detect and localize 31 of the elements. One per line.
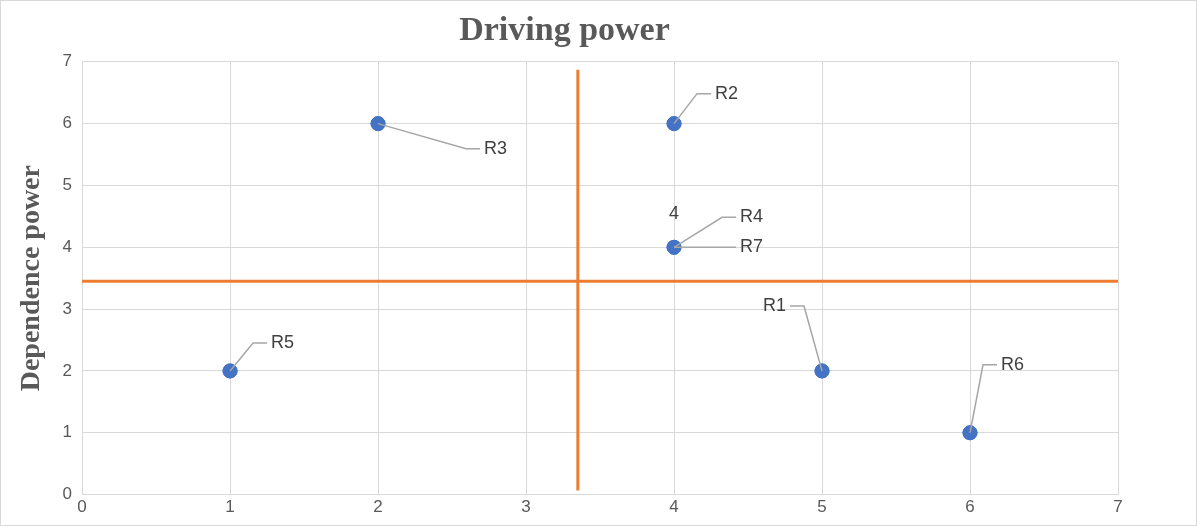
x-tick-label: 4 xyxy=(669,497,679,517)
annotation: R3 xyxy=(484,137,508,158)
y-tick-label: 5 xyxy=(62,175,73,195)
chart-title: Driving power xyxy=(459,10,670,48)
x-tick-label: 6 xyxy=(965,497,975,517)
x-tick-label: 5 xyxy=(817,497,827,517)
y-tick-label: 2 xyxy=(62,360,73,380)
x-tick-label: 2 xyxy=(373,497,383,517)
x-tick-label: 1 xyxy=(225,497,235,517)
annotation: R7 xyxy=(740,236,764,257)
point xyxy=(962,425,978,441)
point xyxy=(370,116,386,132)
y-tick-label: 1 xyxy=(62,422,73,442)
x-tick-label: 7 xyxy=(1113,497,1123,517)
x-tick-label: 0 xyxy=(77,497,87,517)
annotation: R4 xyxy=(740,206,764,227)
point xyxy=(222,363,238,379)
annotation: R2 xyxy=(715,82,739,103)
point xyxy=(666,116,682,132)
annotation: R5 xyxy=(271,331,295,352)
annotation: 4 xyxy=(669,203,680,224)
y-tick-label: 7 xyxy=(62,51,73,71)
y-axis-title: Dependence power xyxy=(14,165,46,392)
y-tick-label: 0 xyxy=(62,484,73,504)
annotation: R6 xyxy=(1001,353,1025,374)
x-tick-label: 3 xyxy=(521,497,531,517)
annotation: R1 xyxy=(763,294,787,315)
y-tick-label: 3 xyxy=(62,298,73,318)
y-tick-label: 4 xyxy=(62,236,73,256)
point xyxy=(814,363,830,379)
y-tick-label: 6 xyxy=(62,113,73,133)
